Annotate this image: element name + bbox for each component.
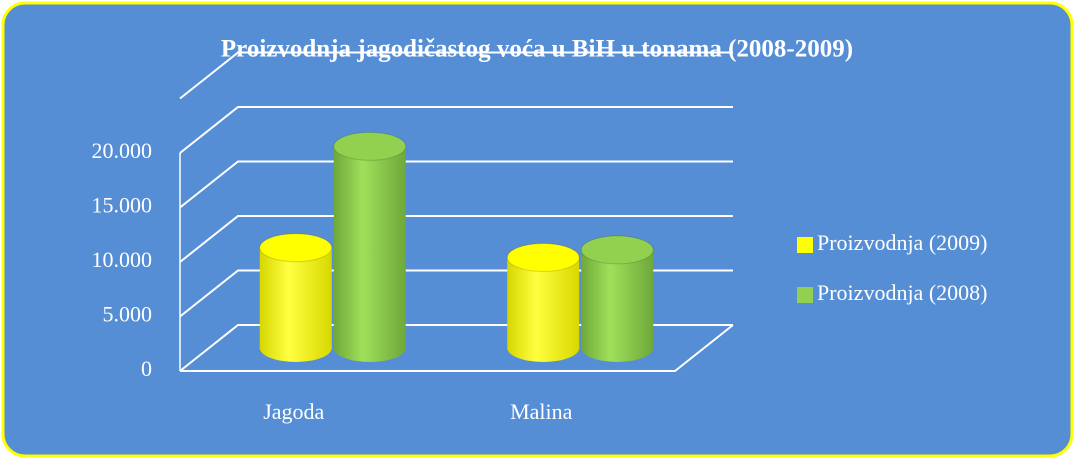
legend-label: Proizvodnja (2008) [817, 280, 987, 305]
grid-line [179, 215, 733, 263]
floor [180, 324, 734, 372]
bar [259, 247, 332, 348]
y-tick-label: 20.000 [92, 138, 153, 163]
grid-line [179, 51, 733, 100]
legend-label: Proizvodnja (2009) [817, 230, 987, 255]
legend-swatch [797, 237, 813, 253]
x-tick-label: Malina [510, 399, 573, 424]
bar-cap [580, 235, 654, 265]
chart-title: Proizvodnja jagodičastog voća u BiH u to… [221, 36, 853, 63]
bar [507, 257, 580, 348]
legend-swatch [797, 287, 813, 303]
bar-cap [333, 131, 407, 161]
bar-cap [259, 233, 333, 263]
grid-line [179, 160, 733, 209]
bar [581, 249, 654, 348]
y-tick-label: 0 [141, 356, 152, 381]
y-tick-label: 5.000 [103, 302, 153, 327]
bar [333, 146, 406, 348]
y-tick-label: 15.000 [92, 193, 153, 218]
x-tick-label: Jagoda [263, 399, 324, 424]
bar-cap [506, 243, 580, 273]
grid-line [179, 106, 733, 154]
y-tick-label: 10.000 [92, 247, 153, 272]
